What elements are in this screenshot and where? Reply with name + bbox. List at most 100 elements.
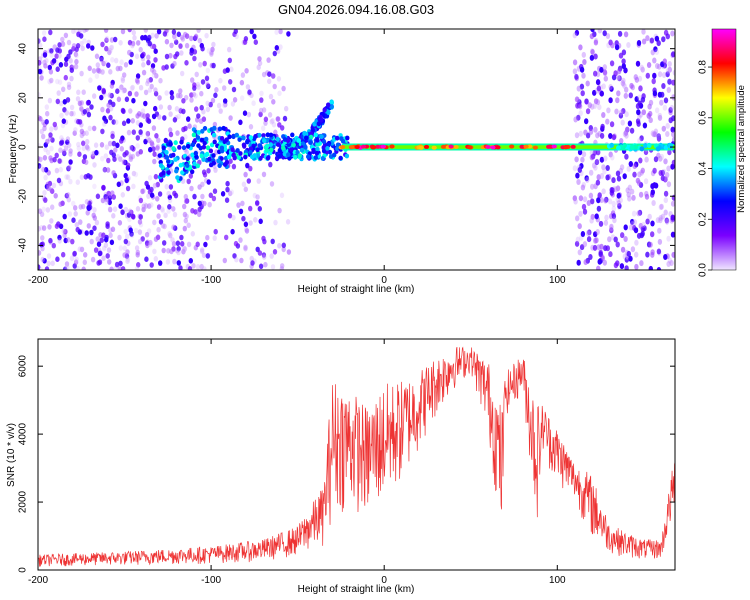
- noise-blob: [143, 34, 148, 41]
- noise-blob: [632, 171, 637, 178]
- noise-blob: [667, 66, 672, 73]
- carrier-blob: [248, 146, 254, 152]
- noise-blob: [131, 97, 136, 104]
- carrier-blob: [204, 136, 209, 142]
- noise-blob: [205, 234, 210, 241]
- noise-blob: [106, 157, 111, 164]
- noise-blob: [162, 115, 167, 121]
- noise-blob: [594, 213, 599, 220]
- noise-blob: [621, 63, 626, 70]
- noise-blob: [142, 113, 147, 119]
- noise-blob: [107, 140, 113, 147]
- noise-blob: [115, 154, 121, 160]
- noise-blob: [618, 197, 623, 204]
- noise-blob: [146, 193, 151, 199]
- noise-blob: [578, 130, 583, 137]
- noise-blob: [601, 188, 606, 195]
- noise-blob: [572, 195, 577, 202]
- noise-blob: [41, 133, 46, 140]
- snr-frame: [37, 338, 676, 571]
- noise-blob: [252, 192, 257, 199]
- noise-blob: [611, 134, 617, 141]
- noise-blob: [151, 113, 157, 120]
- carrier-blob: [219, 136, 225, 141]
- noise-blob: [580, 231, 586, 237]
- noise-blob: [205, 67, 210, 74]
- x-tick-label: 100: [549, 575, 566, 586]
- noise-blob: [97, 85, 102, 91]
- noise-blob: [81, 140, 86, 147]
- carrier-blob: [219, 145, 225, 151]
- noise-blob: [169, 42, 174, 49]
- noise-blob: [90, 256, 96, 263]
- noise-blob: [641, 109, 646, 116]
- noise-blob: [39, 164, 44, 170]
- noise-blob: [55, 66, 60, 72]
- carrier-blob: [175, 175, 180, 181]
- noise-blob: [191, 91, 197, 98]
- carrier-blob: [327, 149, 333, 155]
- noise-blob: [599, 132, 605, 139]
- noise-blob: [650, 189, 655, 196]
- noise-blob: [190, 208, 195, 214]
- noise-blob: [620, 119, 625, 126]
- carrier-peak: [467, 145, 473, 150]
- noise-blob: [665, 71, 670, 78]
- noise-blob: [212, 235, 217, 241]
- noise-blob: [633, 227, 639, 234]
- noise-blob: [224, 197, 230, 203]
- noise-blob: [630, 218, 635, 225]
- noise-blob: [143, 100, 148, 107]
- noise-blob: [574, 156, 579, 163]
- noise-blob: [51, 58, 57, 64]
- carrier-blob: [277, 154, 282, 159]
- noise-blob: [624, 86, 629, 93]
- carrier-peak: [490, 145, 496, 150]
- carrier-blob: [212, 139, 217, 145]
- noise-blob: [594, 159, 600, 166]
- carrier-blob: [339, 136, 344, 142]
- noise-blob: [149, 83, 154, 90]
- noise-blob: [140, 188, 145, 195]
- carrier-blob: [173, 157, 178, 162]
- noise-blob: [38, 116, 43, 122]
- carrier-blob: [313, 155, 318, 161]
- carrier-blob: [177, 145, 182, 150]
- noise-blob: [186, 222, 191, 229]
- noise-blob: [279, 266, 285, 270]
- carrier-blob: [268, 132, 274, 138]
- noise-blob: [44, 119, 49, 125]
- noise-blob: [44, 266, 50, 270]
- noise-blob: [584, 118, 589, 125]
- noise-blob: [109, 92, 114, 99]
- noise-blob: [138, 46, 143, 53]
- carrier-blob: [234, 132, 239, 138]
- carrier-blob: [248, 135, 254, 141]
- noise-blob: [148, 77, 153, 83]
- noise-blob: [75, 43, 81, 49]
- noise-blob: [50, 204, 55, 210]
- noise-blob: [241, 215, 246, 222]
- noise-blob: [107, 49, 112, 56]
- noise-blob: [41, 225, 47, 231]
- noise-blob: [596, 149, 601, 156]
- noise-blob: [195, 241, 200, 248]
- noise-blob: [125, 185, 131, 192]
- noise-blob: [578, 210, 583, 217]
- noise-blob: [162, 31, 168, 37]
- noise-blob: [630, 246, 636, 253]
- noise-blob: [246, 178, 251, 184]
- carrier-blob: [203, 152, 209, 158]
- noise-blob: [628, 224, 634, 231]
- carrier-blob: [192, 138, 198, 143]
- noise-blob: [587, 229, 592, 236]
- noise-blob: [650, 231, 655, 238]
- noise-blob: [626, 191, 631, 198]
- noise-blob: [191, 263, 196, 269]
- noise-blob: [129, 85, 135, 92]
- noise-blob: [43, 63, 48, 69]
- noise-blob: [86, 145, 91, 152]
- noise-blob: [668, 107, 673, 113]
- noise-blob: [192, 82, 197, 88]
- noise-blob: [259, 90, 264, 97]
